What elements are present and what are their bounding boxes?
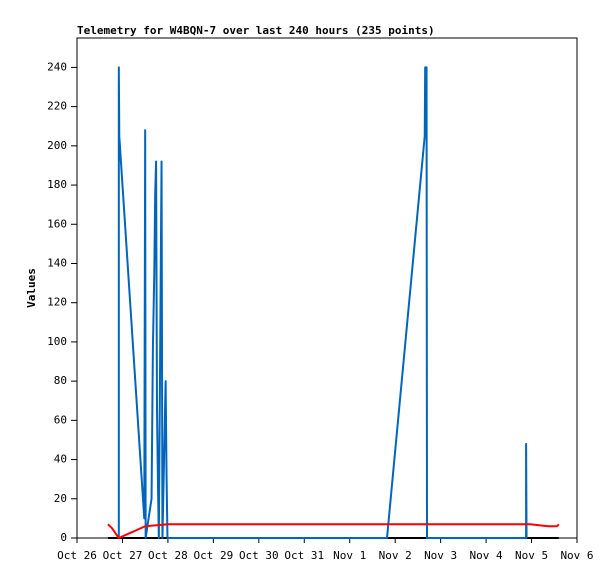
y-tick-label: 0: [60, 531, 67, 544]
series-line: [117, 66, 528, 539]
x-tick-label: Oct 27: [103, 549, 143, 562]
y-tick-label: 20: [54, 492, 67, 505]
series-line: [107, 523, 560, 539]
y-tick-label: 220: [47, 100, 67, 113]
x-tick-label: Nov 1: [333, 549, 366, 562]
y-tick-label: 40: [54, 453, 67, 466]
y-tick-label: 60: [54, 413, 67, 426]
x-tick-label: Nov 2: [379, 549, 412, 562]
x-tick-label: Nov 6: [560, 549, 593, 562]
chart-title: Telemetry for W4BQN-7 over last 240 hour…: [77, 24, 435, 37]
y-tick-label: 120: [47, 296, 67, 309]
x-tick-label: Oct 29: [193, 549, 233, 562]
x-tick-label: Oct 28: [148, 549, 188, 562]
x-tick-label: Nov 5: [515, 549, 548, 562]
x-tick-label: Oct 30: [239, 549, 279, 562]
x-tick-label: Oct 31: [284, 549, 324, 562]
y-tick-label: 180: [47, 178, 67, 191]
y-tick-label: 140: [47, 256, 67, 269]
y-tick-label: 160: [47, 217, 67, 230]
y-tick-label: 240: [47, 60, 67, 73]
y-tick-label: 100: [47, 335, 67, 348]
x-tick-label: Nov 3: [424, 549, 457, 562]
x-tick-label: Nov 4: [470, 549, 503, 562]
y-axis-label: Values: [25, 268, 38, 308]
x-tick-label: Oct 26: [57, 549, 97, 562]
y-tick-label: 80: [54, 374, 67, 387]
y-tick-label: 200: [47, 139, 67, 152]
